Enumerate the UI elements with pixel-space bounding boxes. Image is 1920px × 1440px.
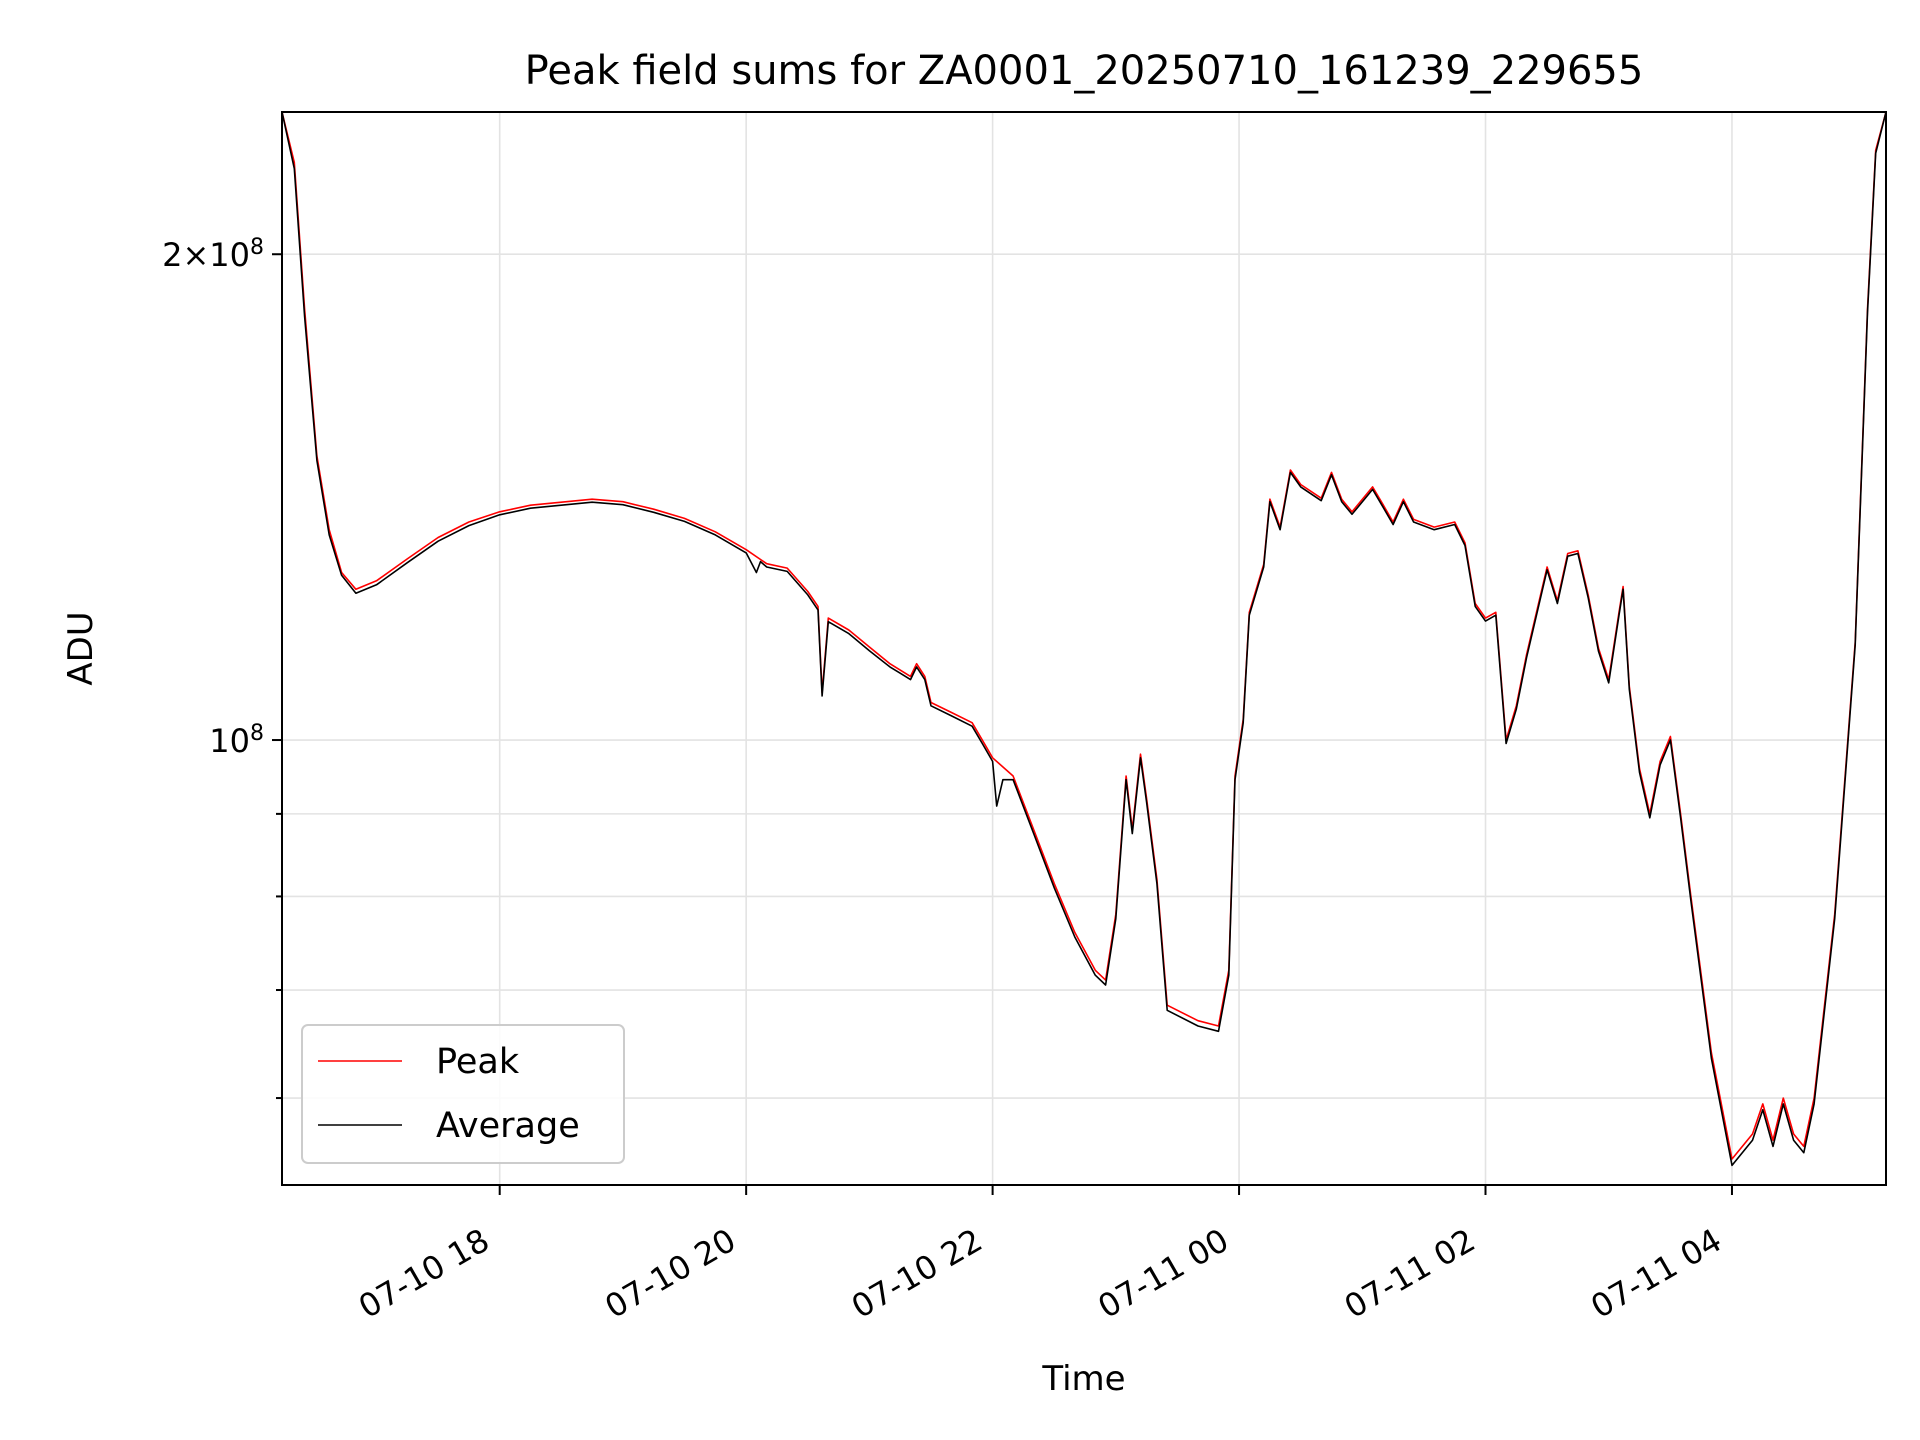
y-tick-base: 10 xyxy=(209,236,250,274)
y-tick-label: 2×108 xyxy=(162,235,264,275)
x-tick-label: 07-11 02 xyxy=(1338,1221,1482,1326)
x-tick-label: 07-11 00 xyxy=(1091,1221,1235,1326)
y-tick-exponent: 8 xyxy=(250,235,264,260)
x-axis-label: Time xyxy=(1041,1359,1125,1399)
chart-title: Peak field sums for ZA0001_20250710_1612… xyxy=(525,48,1644,94)
series-layer xyxy=(282,112,1886,1167)
x-axis-ticks: 07-10 18 07-10 20 07-10 22 07-11 00 07-11 02… xyxy=(352,1185,1733,1326)
x-tick-label: 07-11 04 xyxy=(1584,1221,1728,1326)
series-line-average xyxy=(282,112,1886,1167)
x-tick-label: 07-10 18 xyxy=(352,1221,496,1326)
x-tick-label: 07-10 22 xyxy=(845,1221,989,1326)
x-tick-label: 07-10 20 xyxy=(599,1221,743,1326)
legend-label-peak: Peak xyxy=(436,1042,520,1082)
plot-frame xyxy=(281,111,1887,1186)
series-line-peak xyxy=(282,112,1886,1160)
legend-box xyxy=(301,1024,625,1164)
legend: Peak Average xyxy=(301,1024,625,1164)
y-tick-label: 108 xyxy=(209,721,264,761)
y-tick-base: 10 xyxy=(209,722,250,760)
y-axis-label: ADU xyxy=(61,611,101,685)
legend-label-average: Average xyxy=(436,1106,580,1146)
y-tick-coef: 2× xyxy=(162,236,209,274)
y-tick-exponent: 8 xyxy=(250,721,264,746)
